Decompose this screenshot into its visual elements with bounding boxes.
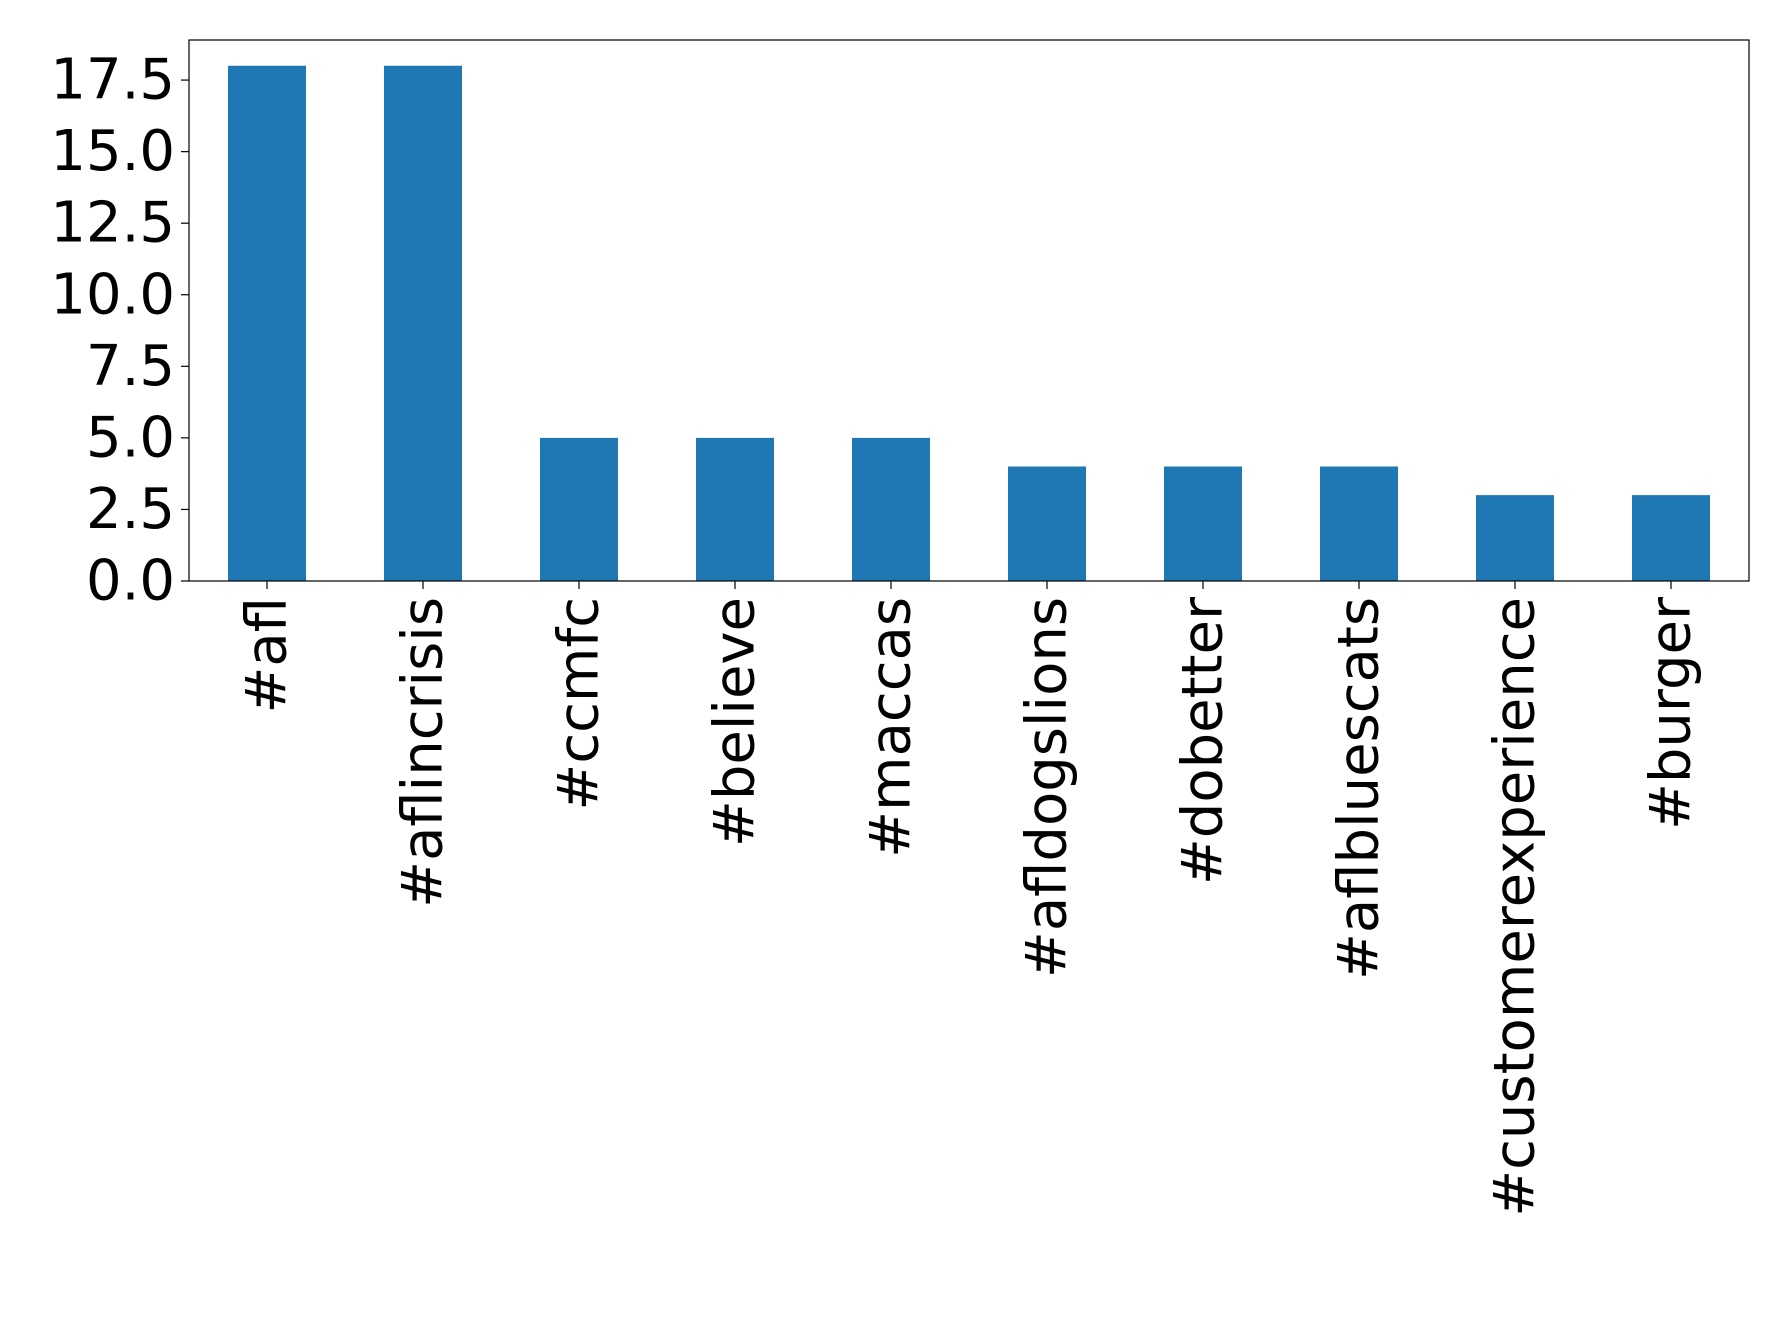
plot-frame <box>188 39 1750 582</box>
x-tick-label: #burger <box>1639 596 1704 830</box>
x-tick-label: #aflincrisis <box>391 597 456 908</box>
bar <box>852 437 930 581</box>
y-tick-label: 15.0 <box>50 119 175 184</box>
y-tick-label: 0.0 <box>86 549 175 614</box>
bar <box>1008 466 1086 581</box>
x-tick-label: #dobetter <box>1171 596 1236 885</box>
bar <box>540 437 618 581</box>
x-tick-label: #afl <box>235 597 300 714</box>
bar <box>1476 495 1554 581</box>
bar <box>696 437 774 581</box>
bar <box>228 65 306 581</box>
y-tick-label: 17.5 <box>50 48 175 113</box>
bar <box>384 65 462 581</box>
y-tick-label: 10.0 <box>50 262 175 327</box>
y-tick-label: 12.5 <box>50 191 175 256</box>
x-tick-label: #believe <box>703 597 768 847</box>
y-tick-label: 2.5 <box>86 477 175 542</box>
bar <box>1320 466 1398 581</box>
x-tick-label: #ccmfc <box>547 597 612 811</box>
y-tick-label: 7.5 <box>86 334 175 399</box>
bar <box>1164 466 1242 581</box>
x-tick-label: #afldogslions <box>1015 597 1080 978</box>
x-tick-label: #customerexperience <box>1483 597 1548 1217</box>
x-tick-label: #aflbluescats <box>1327 597 1392 980</box>
x-tick-label: #maccas <box>859 597 924 858</box>
y-tick-label: 5.0 <box>86 405 175 470</box>
bar <box>1632 495 1710 581</box>
